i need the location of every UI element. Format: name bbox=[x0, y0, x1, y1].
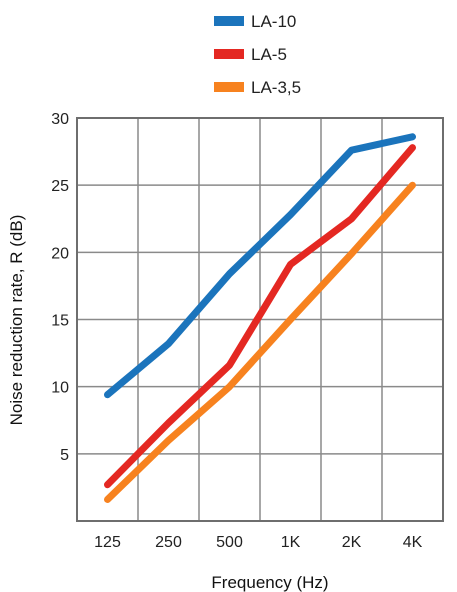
y-tick-label: 5 bbox=[60, 447, 69, 464]
x-tick-labels: 125 250 500 1K 2K 4K bbox=[94, 534, 422, 551]
x-tick-label: 250 bbox=[155, 534, 182, 551]
grid bbox=[76, 117, 444, 522]
legend-label: LA-5 bbox=[251, 45, 287, 64]
x-tick-label: 2K bbox=[342, 534, 362, 551]
legend-item: LA-3,5 bbox=[214, 78, 301, 97]
y-tick-label: 20 bbox=[51, 245, 69, 262]
series-line-la-3-5 bbox=[104, 181, 416, 503]
legend-label: LA-3,5 bbox=[251, 78, 301, 97]
series-line-la-10 bbox=[104, 133, 416, 399]
legend-item: LA-10 bbox=[214, 12, 296, 31]
plot-frame bbox=[76, 117, 444, 522]
series-line-la-5 bbox=[104, 144, 416, 489]
legend-item: LA-5 bbox=[214, 45, 287, 64]
y-tick-label: 15 bbox=[51, 313, 69, 330]
legend-swatch bbox=[214, 82, 244, 92]
x-tick-label: 4K bbox=[403, 534, 423, 551]
y-tick-label: 25 bbox=[51, 178, 69, 195]
legend: LA-10 LA-5 LA-3,5 bbox=[214, 12, 301, 97]
legend-label: LA-10 bbox=[251, 12, 296, 31]
x-tick-label: 125 bbox=[94, 534, 121, 551]
x-tick-label: 500 bbox=[216, 534, 243, 551]
y-axis-title: Noise reduction rate, R (dB) bbox=[7, 215, 26, 426]
y-tick-label: 10 bbox=[51, 380, 69, 397]
y-tick-label: 30 bbox=[51, 111, 69, 128]
x-tick-label: 1K bbox=[281, 534, 301, 551]
legend-swatch bbox=[214, 16, 244, 26]
x-axis-title: Frequency (Hz) bbox=[211, 573, 328, 592]
series-lines bbox=[104, 133, 416, 503]
legend-swatch bbox=[214, 49, 244, 59]
y-tick-labels: 5 10 15 20 25 30 bbox=[51, 111, 69, 464]
